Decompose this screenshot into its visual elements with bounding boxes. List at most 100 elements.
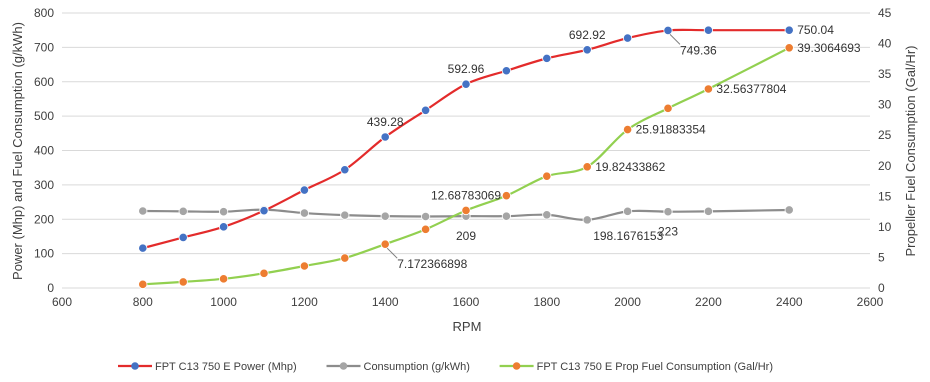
data-point — [219, 207, 229, 217]
data-point — [461, 205, 471, 216]
x-tick-label: 1000 — [210, 295, 237, 309]
data-point — [784, 205, 794, 215]
y-left-tick-label: 700 — [34, 40, 54, 54]
y-left-tick-label: 600 — [34, 75, 54, 89]
data-point — [219, 274, 229, 284]
data-label: 39.3064693 — [797, 41, 861, 55]
data-point — [582, 162, 592, 172]
legend-label: FPT C13 750 E Prop Fuel Consumption (Gal… — [537, 361, 773, 373]
series-line — [142, 208, 790, 221]
x-tick-label: 1400 — [372, 295, 399, 309]
y-right-axis-title: Propeller Fuel Consumption (Gal/Hr) — [903, 46, 918, 257]
series-line — [142, 28, 790, 250]
data-point — [703, 206, 714, 216]
y-right-tick-label: 15 — [878, 189, 892, 203]
legend-marker — [512, 362, 521, 370]
gridlines — [62, 12, 870, 289]
data-label: 209 — [456, 229, 476, 243]
data-point — [420, 211, 431, 222]
data-point — [138, 243, 148, 253]
y-left-tick-label: 400 — [34, 144, 54, 158]
data-point — [622, 125, 633, 135]
legend-marker — [339, 362, 348, 370]
data-point — [340, 165, 350, 175]
data-point — [461, 79, 471, 89]
legend-label: FPT C13 750 E Power (Mhp) — [155, 361, 297, 373]
y-right-tick-label: 45 — [878, 6, 892, 20]
data-label: 25.91883354 — [636, 123, 706, 137]
y-right-tick-label: 35 — [878, 67, 892, 81]
data-point — [178, 232, 188, 243]
data-label: 223 — [658, 225, 678, 239]
data-labels: 439.28 592.96 692.92 749.36 750.04 209 198.167… — [367, 23, 861, 271]
data-point — [501, 66, 511, 76]
data-point — [340, 253, 350, 263]
data-point — [259, 268, 269, 278]
data-point — [622, 33, 633, 43]
x-tick-label: 2000 — [614, 295, 641, 309]
data-point — [542, 171, 552, 181]
data-point — [259, 206, 269, 216]
data-label: 692.92 — [569, 28, 606, 42]
y-right-tick-label: 10 — [878, 220, 892, 234]
y-left-tick-label: 300 — [34, 178, 54, 192]
y-left-tick-label: 100 — [34, 247, 54, 261]
data-point — [703, 25, 714, 35]
y-right-tick-label: 0 — [878, 281, 885, 295]
data-point — [380, 132, 390, 142]
data-point — [420, 224, 431, 234]
x-tick-label: 800 — [133, 295, 153, 309]
data-point — [219, 222, 229, 232]
data-point — [703, 84, 714, 94]
data-point — [582, 45, 592, 55]
data-point — [501, 191, 511, 201]
data-point — [299, 261, 309, 271]
data-point — [138, 279, 148, 289]
series-line — [142, 46, 790, 286]
data-point — [784, 43, 794, 53]
data-label: 198.1676153 — [593, 229, 663, 243]
legend: FPT C13 750 E Power (Mhp) Consumption (g/… — [118, 361, 773, 373]
legend-label: Consumption (g/kWh) — [364, 361, 470, 373]
y-left-tick-label: 800 — [34, 6, 54, 20]
data-point — [420, 105, 431, 115]
data-label: 7.172366898 — [397, 257, 467, 271]
y-right-tick-label: 5 — [878, 250, 885, 264]
x-tick-label: 1600 — [453, 295, 480, 309]
data-point — [622, 206, 633, 216]
data-point — [663, 103, 673, 113]
y-left-tick-label: 500 — [34, 109, 54, 123]
x-tick-label: 1800 — [533, 295, 560, 309]
data-point — [178, 206, 188, 216]
y-right-tick-label: 30 — [878, 98, 892, 112]
data-point — [178, 277, 188, 287]
data-point — [501, 211, 511, 221]
series-markers — [138, 25, 794, 289]
data-point — [663, 25, 673, 36]
data-label-leader — [669, 34, 681, 45]
data-point — [138, 206, 148, 216]
data-point — [299, 185, 309, 195]
data-label: 592.96 — [448, 62, 485, 76]
data-point — [380, 211, 390, 221]
data-point — [542, 53, 552, 63]
y-right-tick-label: 20 — [878, 159, 892, 173]
data-point — [299, 208, 309, 218]
y-right-tick-label: 25 — [878, 128, 892, 142]
data-label: 749.36 — [680, 43, 717, 57]
y-right-tick-label: 40 — [878, 37, 892, 51]
y-left-tick-label: 200 — [34, 212, 54, 226]
axis-ticks: 0 100 200 300 400 500 600 700 800 0 5 10 15 20 25 30 35 4… — [34, 6, 892, 309]
x-tick-label: 1200 — [291, 295, 318, 309]
x-tick-label: 2200 — [695, 295, 722, 309]
legend-marker — [131, 362, 139, 370]
data-point — [582, 215, 592, 225]
data-point — [542, 210, 552, 220]
data-point — [663, 207, 673, 217]
data-label: 32.56377804 — [716, 82, 786, 96]
x-tick-label: 2600 — [857, 295, 884, 309]
data-point — [380, 239, 390, 249]
x-tick-label: 600 — [52, 295, 72, 309]
